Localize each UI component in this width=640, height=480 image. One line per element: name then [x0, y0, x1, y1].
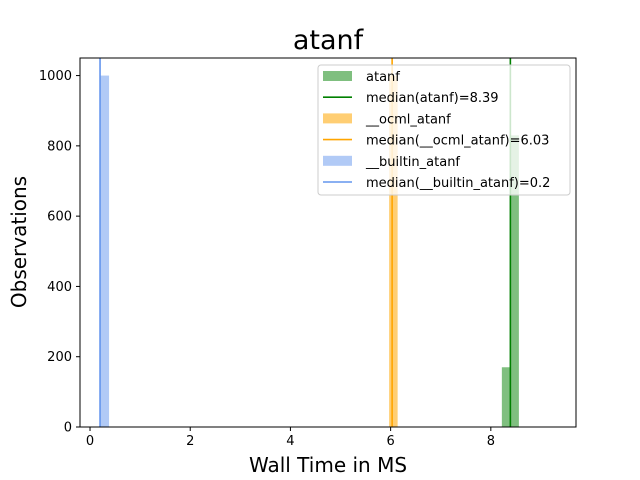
x-axis-ticks: 0 2 4 6 8 — [86, 427, 495, 449]
chart-title: atanf — [293, 25, 365, 56]
legend-swatch-1 — [323, 113, 352, 124]
legend-median-label-2: median(__builtin_atanf)=0.2 — [366, 176, 550, 191]
y-tick-label-1: 200 — [47, 350, 72, 365]
legend: atanf median(atanf)=8.39 __ocml_atanfmedia… — [317, 64, 571, 196]
legend-box — [317, 64, 571, 196]
legend-median-label-0: median(atanf)=8.39 — [366, 91, 499, 106]
x-tick-label-4: 8 — [487, 434, 495, 449]
plot-frame — [79, 57, 577, 428]
y-tick-label-4: 800 — [47, 139, 72, 154]
x-tick-label-3: 6 — [386, 434, 394, 449]
bar-2-0 — [100, 75, 110, 428]
legend-label-2: __builtin_atanf — [365, 155, 460, 170]
bar-0-1 — [510, 135, 519, 428]
legend-label-0: atanf — [366, 70, 400, 85]
x-tick-label-2: 4 — [286, 434, 294, 449]
y-tick-label-0: 0 — [64, 421, 72, 436]
legend-swatch-2 — [323, 155, 352, 166]
legend-entries: atanf median(atanf)=8.39 __ocml_atanfmedia… — [323, 70, 550, 191]
y-tick-label-3: 600 — [47, 210, 72, 225]
legend-swatch-0 — [323, 71, 352, 81]
x-axis-label: Wall Time in MS — [249, 453, 407, 477]
y-axis-ticks: 0 200 400 600 800 1000 — [39, 69, 80, 436]
x-tick-label-1: 2 — [186, 434, 194, 449]
y-axis-label: Observations — [7, 176, 31, 308]
histogram-bars — [100, 75, 519, 428]
legend-median-label-1: median(__ocml_atanf)=6.03 — [366, 134, 549, 149]
bar-0-0 — [501, 367, 511, 427]
x-tick-label-0: 0 — [86, 434, 94, 449]
y-tick-label-5: 1000 — [39, 69, 72, 84]
legend-label-1: __ocml_atanf — [365, 112, 451, 127]
y-tick-label-2: 400 — [47, 280, 72, 295]
bar-1-0 — [389, 75, 398, 428]
